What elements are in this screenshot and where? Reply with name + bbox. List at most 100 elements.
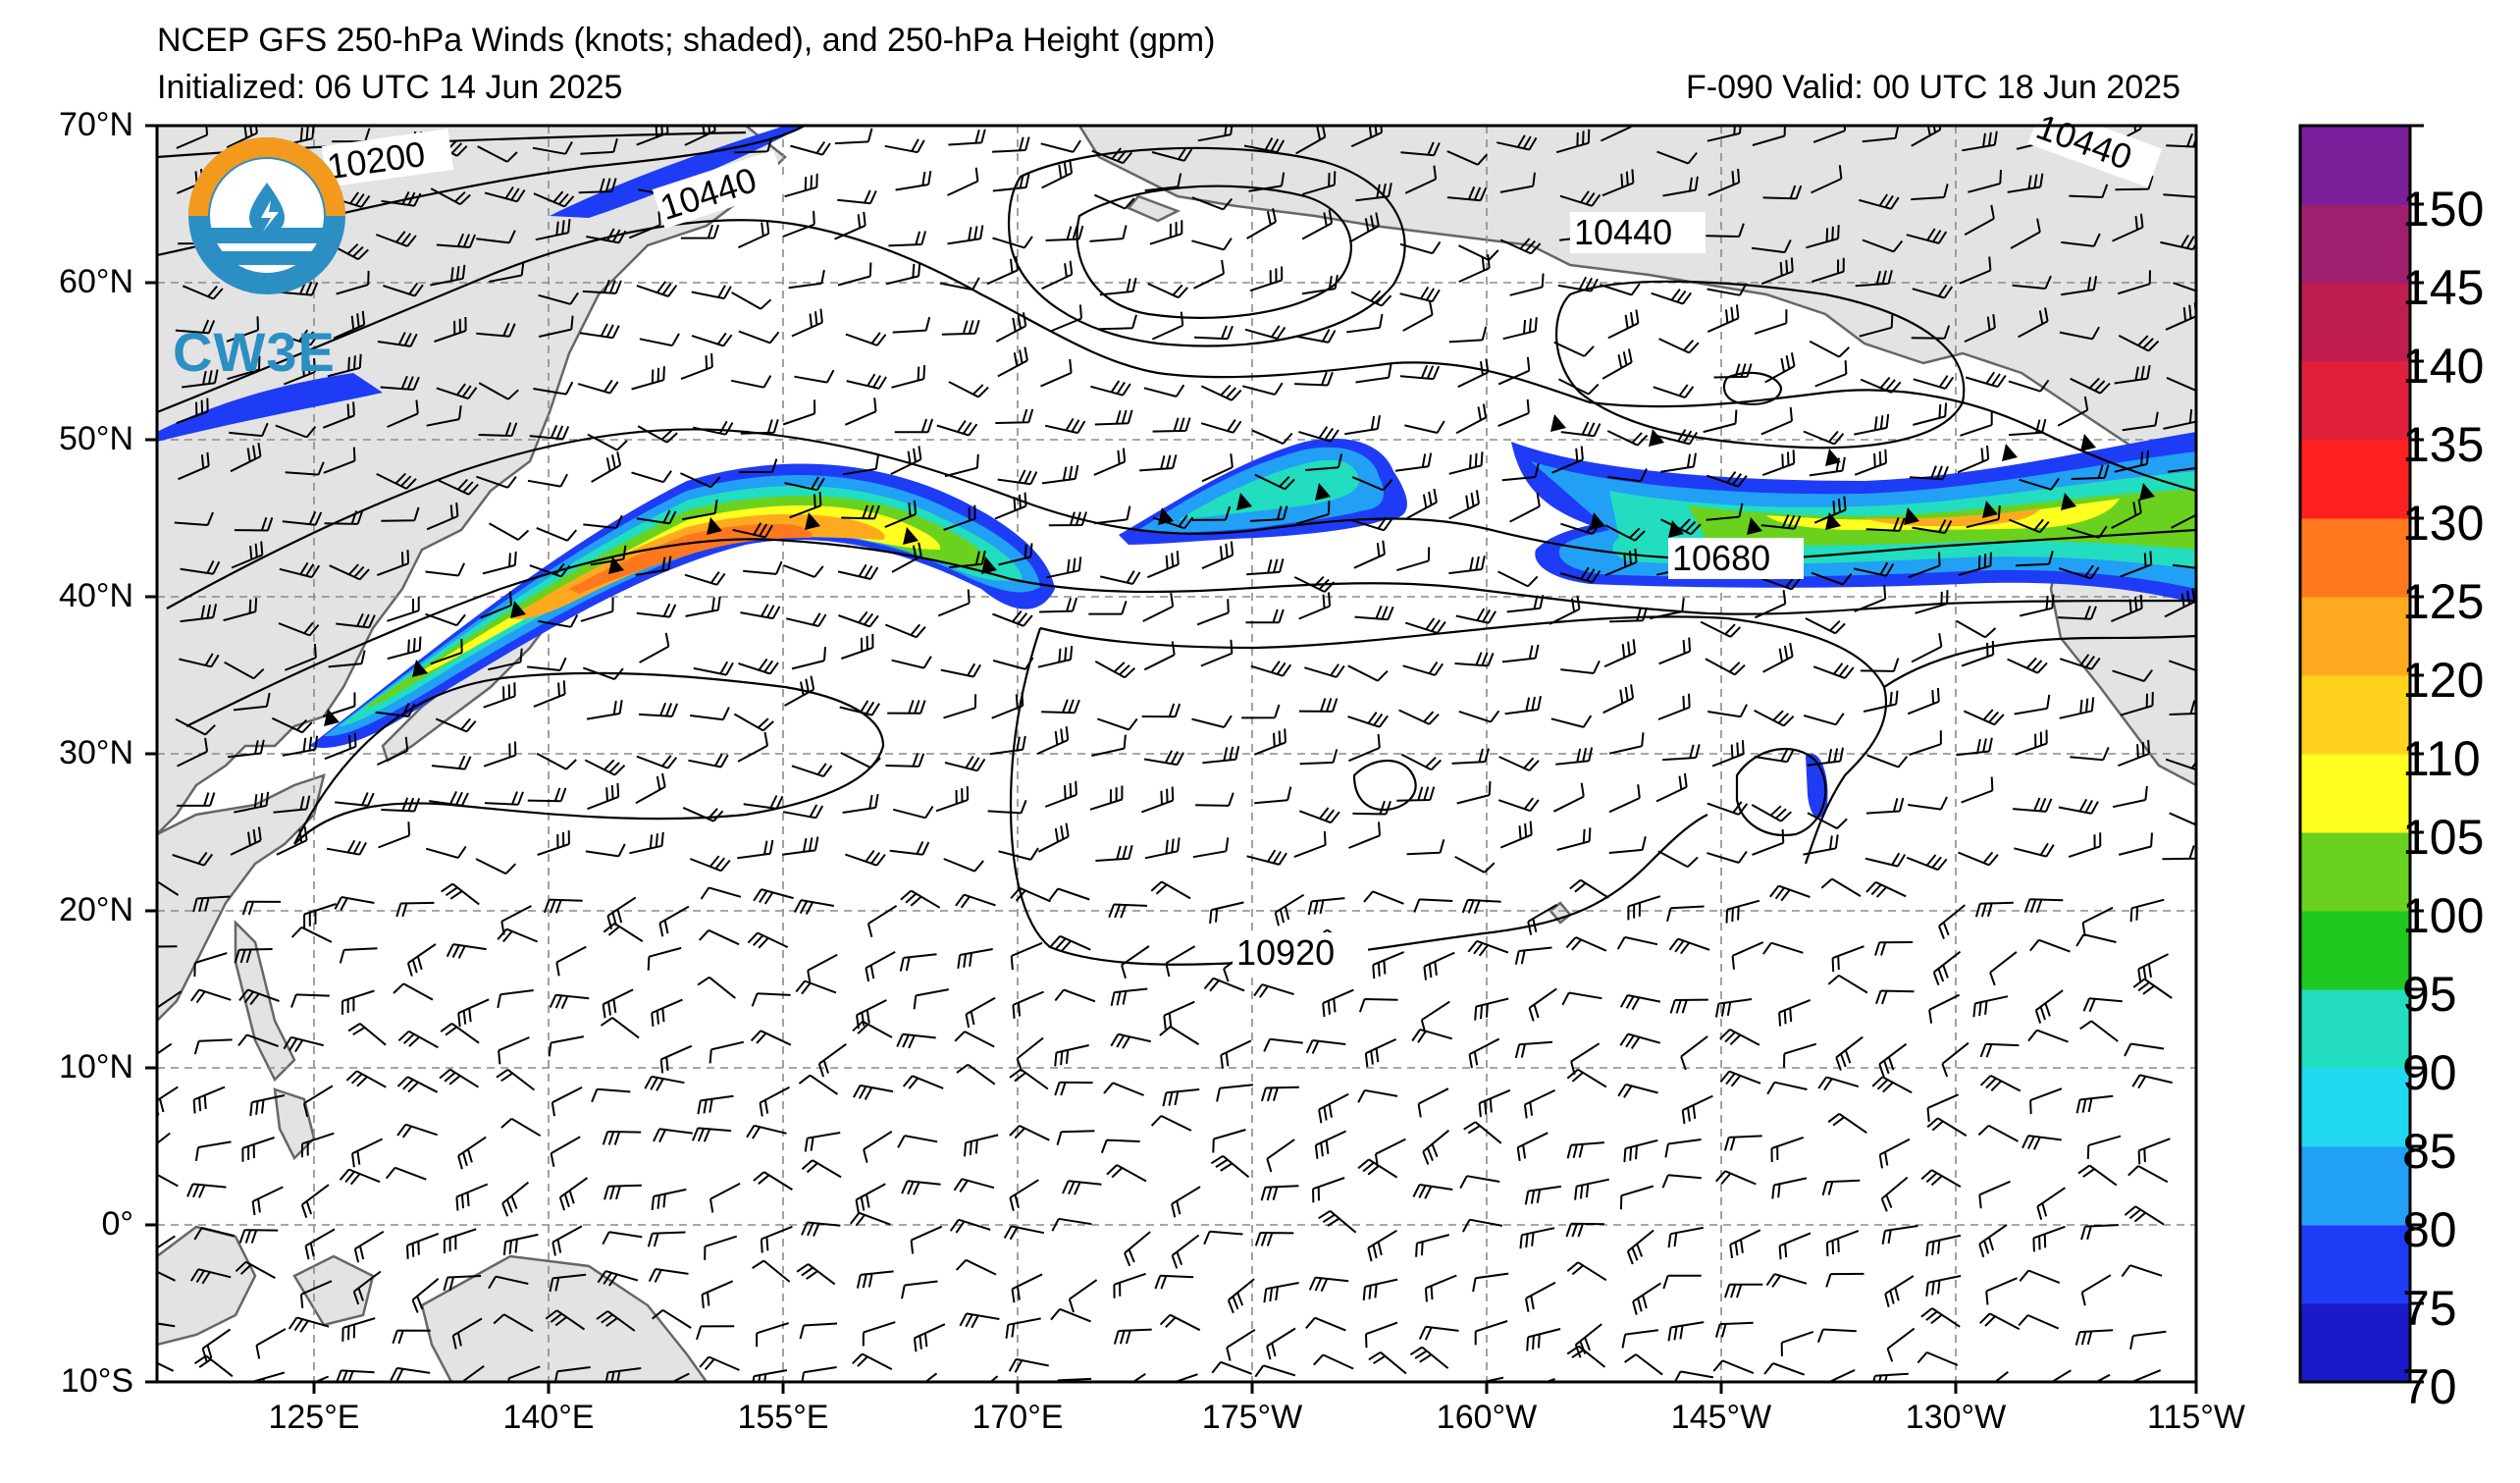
colorbar-label: 140 xyxy=(2402,339,2485,394)
wind-barb xyxy=(182,369,219,389)
wind-barb xyxy=(476,230,516,244)
wind-barb xyxy=(1764,352,1796,384)
wind-barb xyxy=(1920,1307,1961,1328)
wind-barb xyxy=(1248,172,1286,192)
wind-flag xyxy=(1649,429,1664,447)
lon-label: 175°W xyxy=(1201,1399,1303,1436)
wind-barb xyxy=(698,928,740,946)
wind-barb xyxy=(1347,664,1389,682)
wind-barb xyxy=(743,560,783,575)
wind-barb xyxy=(1762,941,1804,955)
wind-barb xyxy=(584,759,626,776)
wind-barb xyxy=(1194,325,1234,341)
wind-barb xyxy=(680,352,713,381)
wind-barb xyxy=(2019,477,2061,491)
wind-barb xyxy=(1400,141,1441,157)
wind-barb xyxy=(1601,169,1635,197)
wind-barb xyxy=(737,219,770,249)
wind-flag xyxy=(707,517,722,535)
wind-barb xyxy=(956,1063,996,1086)
wind-barb xyxy=(543,898,583,914)
wind-barb xyxy=(891,365,926,389)
wind-barb xyxy=(1354,605,1394,621)
wind-barb xyxy=(1875,989,1915,1005)
wind-barb xyxy=(2166,376,2196,393)
wind-barb xyxy=(791,763,833,778)
wind-barb xyxy=(1154,1274,1194,1290)
wind-barb xyxy=(406,1232,440,1259)
wind-barb xyxy=(255,1328,287,1359)
wind-barb xyxy=(2129,1330,2167,1350)
wind-barb xyxy=(785,612,827,627)
wind-barb xyxy=(602,1131,642,1145)
wind-barb xyxy=(1705,658,1746,676)
wind-barb xyxy=(1806,225,1840,249)
wind-barb xyxy=(2075,1094,2114,1114)
wind-barb xyxy=(186,1183,227,1198)
wind-barb xyxy=(251,1371,286,1382)
wind-barb xyxy=(959,1312,1000,1329)
wind-barb xyxy=(1147,283,1188,299)
wind-flag xyxy=(412,660,428,677)
wind-barb xyxy=(387,399,419,428)
wind-barb xyxy=(2118,335,2160,352)
wind-barb xyxy=(2112,213,2144,242)
wind-barb xyxy=(1041,159,1074,189)
wind-barb xyxy=(1932,950,1962,986)
wind-barb xyxy=(1191,238,1233,251)
wind-barb xyxy=(989,735,1026,756)
wind-barb xyxy=(345,1070,387,1088)
wind-barb xyxy=(1461,898,1501,914)
wind-barb xyxy=(352,1270,382,1305)
wind-barb xyxy=(1569,878,1609,899)
wind-barb xyxy=(300,1184,330,1219)
wind-barb xyxy=(1040,139,1081,153)
wind-barb xyxy=(282,510,323,526)
wind-barb xyxy=(381,797,421,813)
wind-barb xyxy=(172,851,214,867)
wind-barb xyxy=(889,840,930,856)
wind-barb xyxy=(193,1227,235,1241)
wind-barb xyxy=(2027,1029,2069,1043)
wind-barb xyxy=(817,1042,847,1078)
colorbar-segment xyxy=(2300,126,2410,205)
wind-barb xyxy=(659,1044,693,1074)
wind-barb xyxy=(1159,1026,1200,1045)
wind-barb xyxy=(329,563,370,581)
wind-barb xyxy=(992,609,1033,627)
wind-barb xyxy=(631,470,672,484)
wind-barb xyxy=(1266,1139,1295,1173)
wind-barb xyxy=(1159,1313,1201,1332)
wind-barb xyxy=(1254,1364,1296,1378)
wind-barb xyxy=(1093,448,1127,476)
wind-barb xyxy=(2115,175,2154,191)
wind-barb xyxy=(2169,700,2196,715)
wind-barb xyxy=(1979,1075,2021,1092)
wind-flag xyxy=(1236,493,1252,510)
wind-barb xyxy=(752,1369,788,1382)
wind-barb xyxy=(1960,411,1993,437)
wind-barb xyxy=(1263,1282,1299,1303)
wind-barb xyxy=(701,1280,734,1308)
wind-barb xyxy=(1110,1033,1151,1049)
wind-barb xyxy=(2120,691,2154,716)
wind-barb xyxy=(397,1030,439,1049)
wind-barb xyxy=(2018,1314,2060,1330)
wind-barb xyxy=(1803,430,1845,446)
wind-barb xyxy=(1302,171,1337,195)
wind-barb xyxy=(1263,1037,1303,1052)
wind-barb xyxy=(1467,939,1509,957)
wind-barb xyxy=(682,806,724,822)
wind-barb xyxy=(784,675,815,707)
wind-barb xyxy=(1124,1231,1151,1267)
wind-barb xyxy=(892,805,934,820)
wind-barb xyxy=(1260,1185,1299,1201)
wind-barb xyxy=(834,128,873,145)
lat-label: 10°N xyxy=(59,1048,133,1086)
wind-barb xyxy=(887,700,926,715)
wind-barb xyxy=(482,551,517,575)
wind-barb xyxy=(1907,687,1940,715)
wind-barb xyxy=(1274,893,1305,927)
wind-barb xyxy=(1468,1037,1500,1069)
wind-barb xyxy=(226,316,259,343)
